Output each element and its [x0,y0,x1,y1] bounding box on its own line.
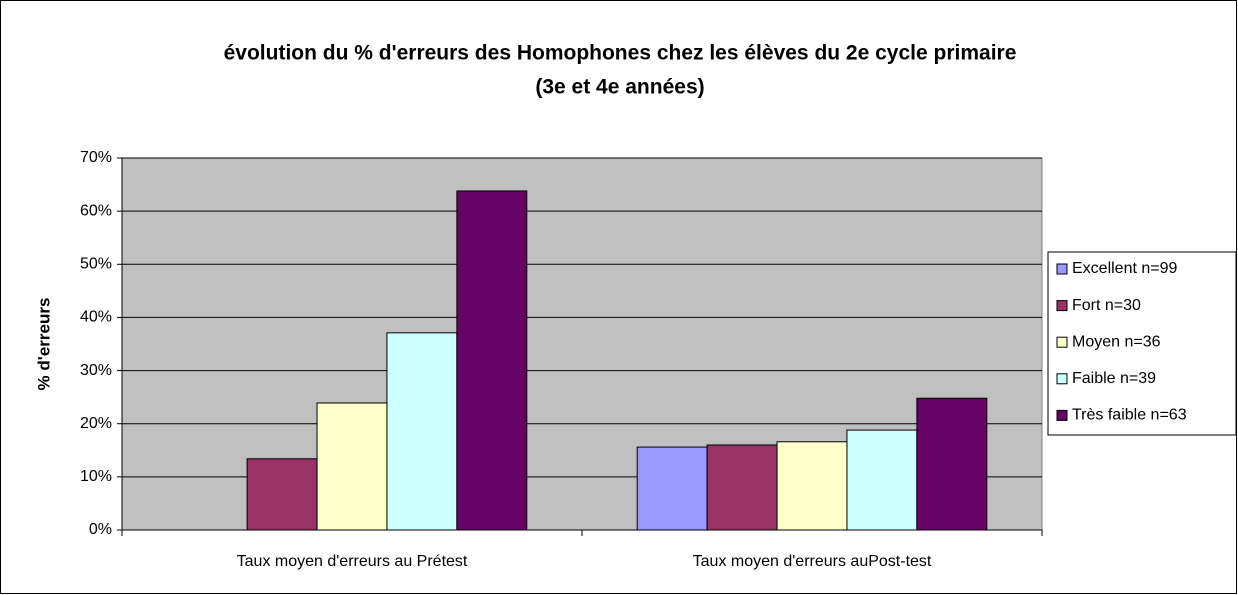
legend-label: Très faible n=63 [1072,407,1187,424]
bar [636,446,708,531]
bar [386,332,458,531]
x-tick-label: Taux moyen d'erreurs au Prétest [237,553,468,570]
legend-swatch [1056,373,1068,385]
bar [776,441,848,531]
y-tick-label: 10% [80,468,112,485]
legend-swatch [1056,409,1068,421]
y-tick-label: 30% [80,362,112,379]
y-tick-label: 40% [80,309,112,326]
y-tick-label: 60% [80,202,112,219]
legend-label: Moyen n=36 [1072,333,1161,350]
legend-label: Fort n=30 [1072,297,1141,314]
y-tick-label: 50% [80,256,112,273]
chart-title: évolution du % d'erreurs des Homophones … [224,42,1017,65]
bar [456,190,528,531]
legend-swatch [1056,263,1068,275]
legend-swatch [1056,336,1068,348]
chart-title: (3e et 4e années) [535,76,704,99]
legend [1047,251,1237,436]
x-tick-label: Taux moyen d'erreurs auPost-test [693,553,932,570]
legend-label: Excellent n=99 [1072,260,1178,277]
legend-swatch [1056,300,1068,312]
legend-label: Faible n=39 [1072,370,1156,387]
y-tick-label: 0% [89,521,112,538]
bar [846,429,918,531]
bar [916,397,988,531]
y-tick-label: 20% [80,415,112,432]
bar [706,444,778,531]
bar [246,458,318,531]
bar [316,402,388,531]
y-axis-label: % d'erreurs [34,298,53,391]
y-tick-label: 70% [80,149,112,166]
